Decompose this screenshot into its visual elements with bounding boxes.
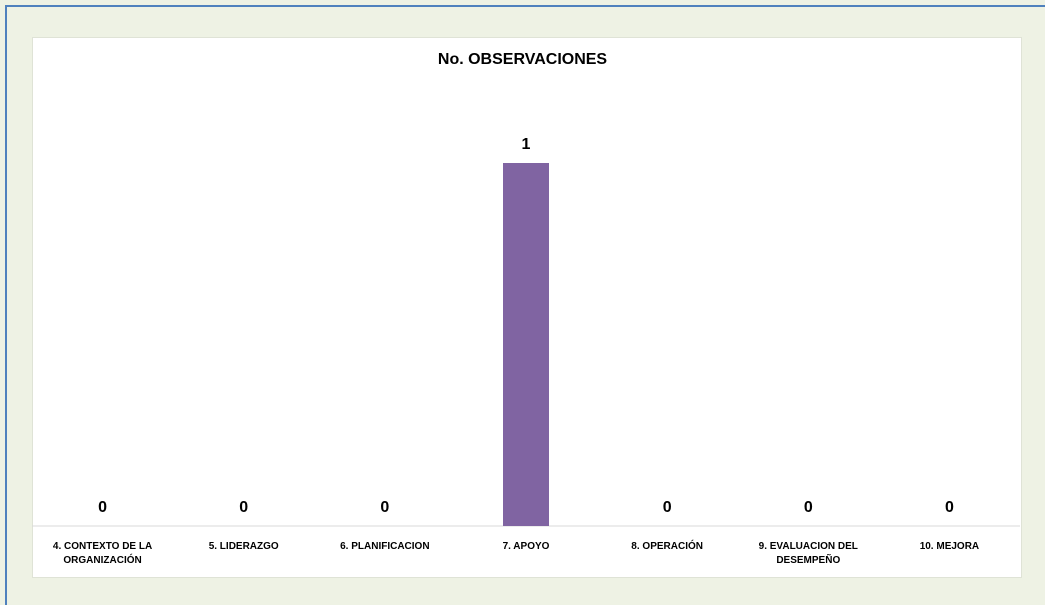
x-tick-label: 10. MEJORA [919,541,980,552]
x-tick-label: 4. CONTEXTO DE LA ORGANIZACIÓN [52,541,153,566]
bar [503,163,549,526]
data-label: 0 [803,499,813,516]
data-label: 0 [662,499,672,516]
x-tick-label: 5. LIDERAZGO [208,541,279,552]
x-tick-label: 9. EVALUACION DEL DESEMPEÑO [758,541,858,566]
data-label: 0 [239,499,249,516]
x-tick-label: 6. PLANIFICACION [340,541,430,552]
data-label: 1 [521,136,531,153]
data-label: 0 [380,499,390,516]
x-tick-label: 8. OPERACIÓN [631,541,703,552]
data-label: 0 [944,499,954,516]
chart-title: No. OBSERVACIONES [437,51,608,68]
x-tick-label: 7. APOYO [502,541,550,552]
data-label: 0 [98,499,108,516]
